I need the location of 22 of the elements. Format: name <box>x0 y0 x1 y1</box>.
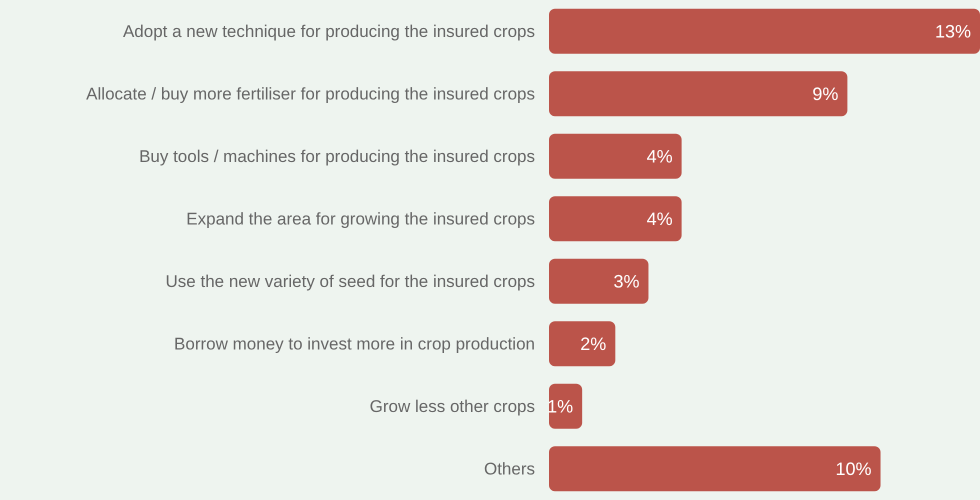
bar <box>549 258 648 304</box>
data-label: 10% <box>836 458 872 479</box>
bar <box>549 446 881 492</box>
bar <box>549 321 616 366</box>
y-tick-label: Borrow money to invest more in crop production <box>174 334 535 354</box>
data-label: 9% <box>812 84 838 104</box>
bar <box>549 8 980 54</box>
y-tick-label: Buy tools / machines for producing the insured crops <box>139 146 535 166</box>
y-tick-label: Allocate / buy more fertiliser for producing the insured crops <box>86 84 535 104</box>
data-label: 13% <box>934 21 971 42</box>
y-tick-label: Expand the area for growing the insured crops <box>186 209 535 228</box>
bar <box>549 196 682 242</box>
bar <box>549 71 848 116</box>
data-label: 4% <box>646 146 673 166</box>
y-tick-label: Adopt a new technique for producing the insured crops <box>122 22 535 41</box>
data-label: 3% <box>613 271 640 292</box>
data-label: 2% <box>580 334 606 354</box>
y-tick-label: Use the new variety of seed for the insured crops <box>166 272 535 291</box>
y-tick-label: Others <box>484 459 535 478</box>
data-label: 4% <box>646 208 673 229</box>
bar <box>549 134 682 179</box>
y-tick-label: Grow less other crops <box>370 396 535 416</box>
